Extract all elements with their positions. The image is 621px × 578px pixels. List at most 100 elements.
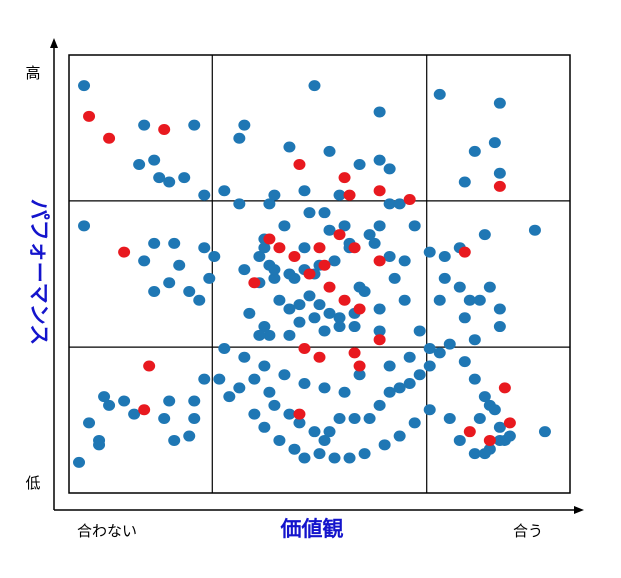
data-point-blue xyxy=(318,434,331,446)
data-point-red xyxy=(118,246,131,258)
data-point-blue xyxy=(363,229,376,241)
data-point-blue xyxy=(193,294,206,306)
data-point-blue xyxy=(438,250,451,262)
data-point-red xyxy=(293,408,306,420)
data-point-blue xyxy=(423,404,436,416)
data-point-blue xyxy=(398,255,411,267)
data-point-blue xyxy=(263,198,276,210)
data-point-blue xyxy=(458,312,471,324)
data-point-blue xyxy=(328,255,341,267)
data-point-blue xyxy=(383,360,396,372)
data-point-blue xyxy=(443,413,456,425)
data-point-blue xyxy=(103,399,116,411)
y-tick-label-low: 低 xyxy=(25,474,40,492)
data-point-blue xyxy=(178,172,191,184)
data-point-blue xyxy=(388,272,401,284)
data-point-red xyxy=(318,259,331,271)
data-point-blue xyxy=(258,421,271,433)
data-point-blue xyxy=(373,154,386,166)
data-point-blue xyxy=(433,294,446,306)
data-point-blue xyxy=(168,237,181,249)
data-point-blue xyxy=(373,106,386,118)
data-point-red xyxy=(248,277,261,289)
data-point-red xyxy=(373,334,386,346)
data-point-blue xyxy=(383,386,396,398)
data-point-blue xyxy=(338,220,351,232)
data-point-blue xyxy=(393,198,406,210)
data-point-blue xyxy=(468,145,481,157)
data-point-blue xyxy=(238,351,251,363)
x-axis-arrowhead xyxy=(574,506,584,514)
data-point-blue xyxy=(413,325,426,337)
data-point-blue xyxy=(328,452,341,464)
data-point-blue xyxy=(353,369,366,381)
data-point-blue xyxy=(358,286,371,298)
data-point-blue xyxy=(283,329,296,341)
data-point-blue xyxy=(263,329,276,341)
data-point-blue xyxy=(408,220,421,232)
data-point-blue xyxy=(268,264,281,276)
data-point-red xyxy=(293,159,306,170)
data-point-red xyxy=(458,246,471,258)
data-point-blue xyxy=(273,434,286,446)
y-axis-title: パフォーマンス xyxy=(27,199,51,346)
data-point-blue xyxy=(233,132,246,144)
data-point-blue xyxy=(223,391,236,403)
data-point-blue xyxy=(503,430,516,442)
data-point-blue xyxy=(493,303,506,315)
data-point-red xyxy=(338,294,351,306)
data-point-blue xyxy=(393,430,406,442)
data-point-red xyxy=(103,132,116,144)
data-point-blue xyxy=(298,242,311,254)
data-point-blue xyxy=(468,334,481,346)
data-point-blue xyxy=(493,321,506,333)
data-point-blue xyxy=(333,189,346,201)
data-point-red xyxy=(298,342,311,354)
data-point-red xyxy=(493,180,506,192)
data-point-blue xyxy=(168,434,181,446)
data-point-blue xyxy=(128,408,141,420)
data-point-blue xyxy=(338,386,351,398)
data-point-blue xyxy=(303,290,316,302)
data-point-blue xyxy=(268,399,281,411)
data-point-blue xyxy=(468,448,481,460)
x-tick-label-high: 合う xyxy=(513,522,543,540)
plot-frame xyxy=(68,54,571,494)
data-point-blue xyxy=(438,272,451,284)
data-point-blue xyxy=(408,417,421,429)
data-point-blue xyxy=(323,307,336,319)
data-point-red xyxy=(288,250,301,262)
data-point-blue xyxy=(268,272,281,284)
data-point-blue xyxy=(148,286,161,298)
data-point-blue xyxy=(148,237,161,249)
data-point-blue xyxy=(393,382,406,394)
data-point-red xyxy=(313,242,326,254)
data-point-blue xyxy=(218,342,231,354)
data-point-blue xyxy=(373,220,386,232)
data-point-blue xyxy=(433,347,446,359)
data-point-blue xyxy=(98,391,111,403)
data-point-blue xyxy=(363,413,376,425)
data-point-blue xyxy=(78,80,91,92)
data-point-blue xyxy=(348,413,361,425)
data-point-blue xyxy=(198,242,211,254)
data-point-blue xyxy=(278,369,291,381)
data-point-blue xyxy=(133,159,146,170)
data-point-blue xyxy=(323,426,336,438)
data-point-red xyxy=(313,351,326,363)
data-point-blue xyxy=(443,338,456,350)
data-point-blue xyxy=(458,176,471,188)
data-point-blue xyxy=(163,176,176,188)
data-point-red xyxy=(373,255,386,267)
data-point-blue xyxy=(373,303,386,315)
data-point-blue xyxy=(218,185,231,197)
data-point-red xyxy=(143,360,156,372)
data-point-blue xyxy=(253,250,266,262)
data-point-blue xyxy=(383,250,396,262)
data-point-blue xyxy=(373,325,386,337)
data-point-red xyxy=(263,233,276,245)
data-point-blue xyxy=(118,395,131,407)
data-points xyxy=(73,80,551,468)
data-point-blue xyxy=(358,448,371,460)
data-point-red xyxy=(338,172,351,184)
